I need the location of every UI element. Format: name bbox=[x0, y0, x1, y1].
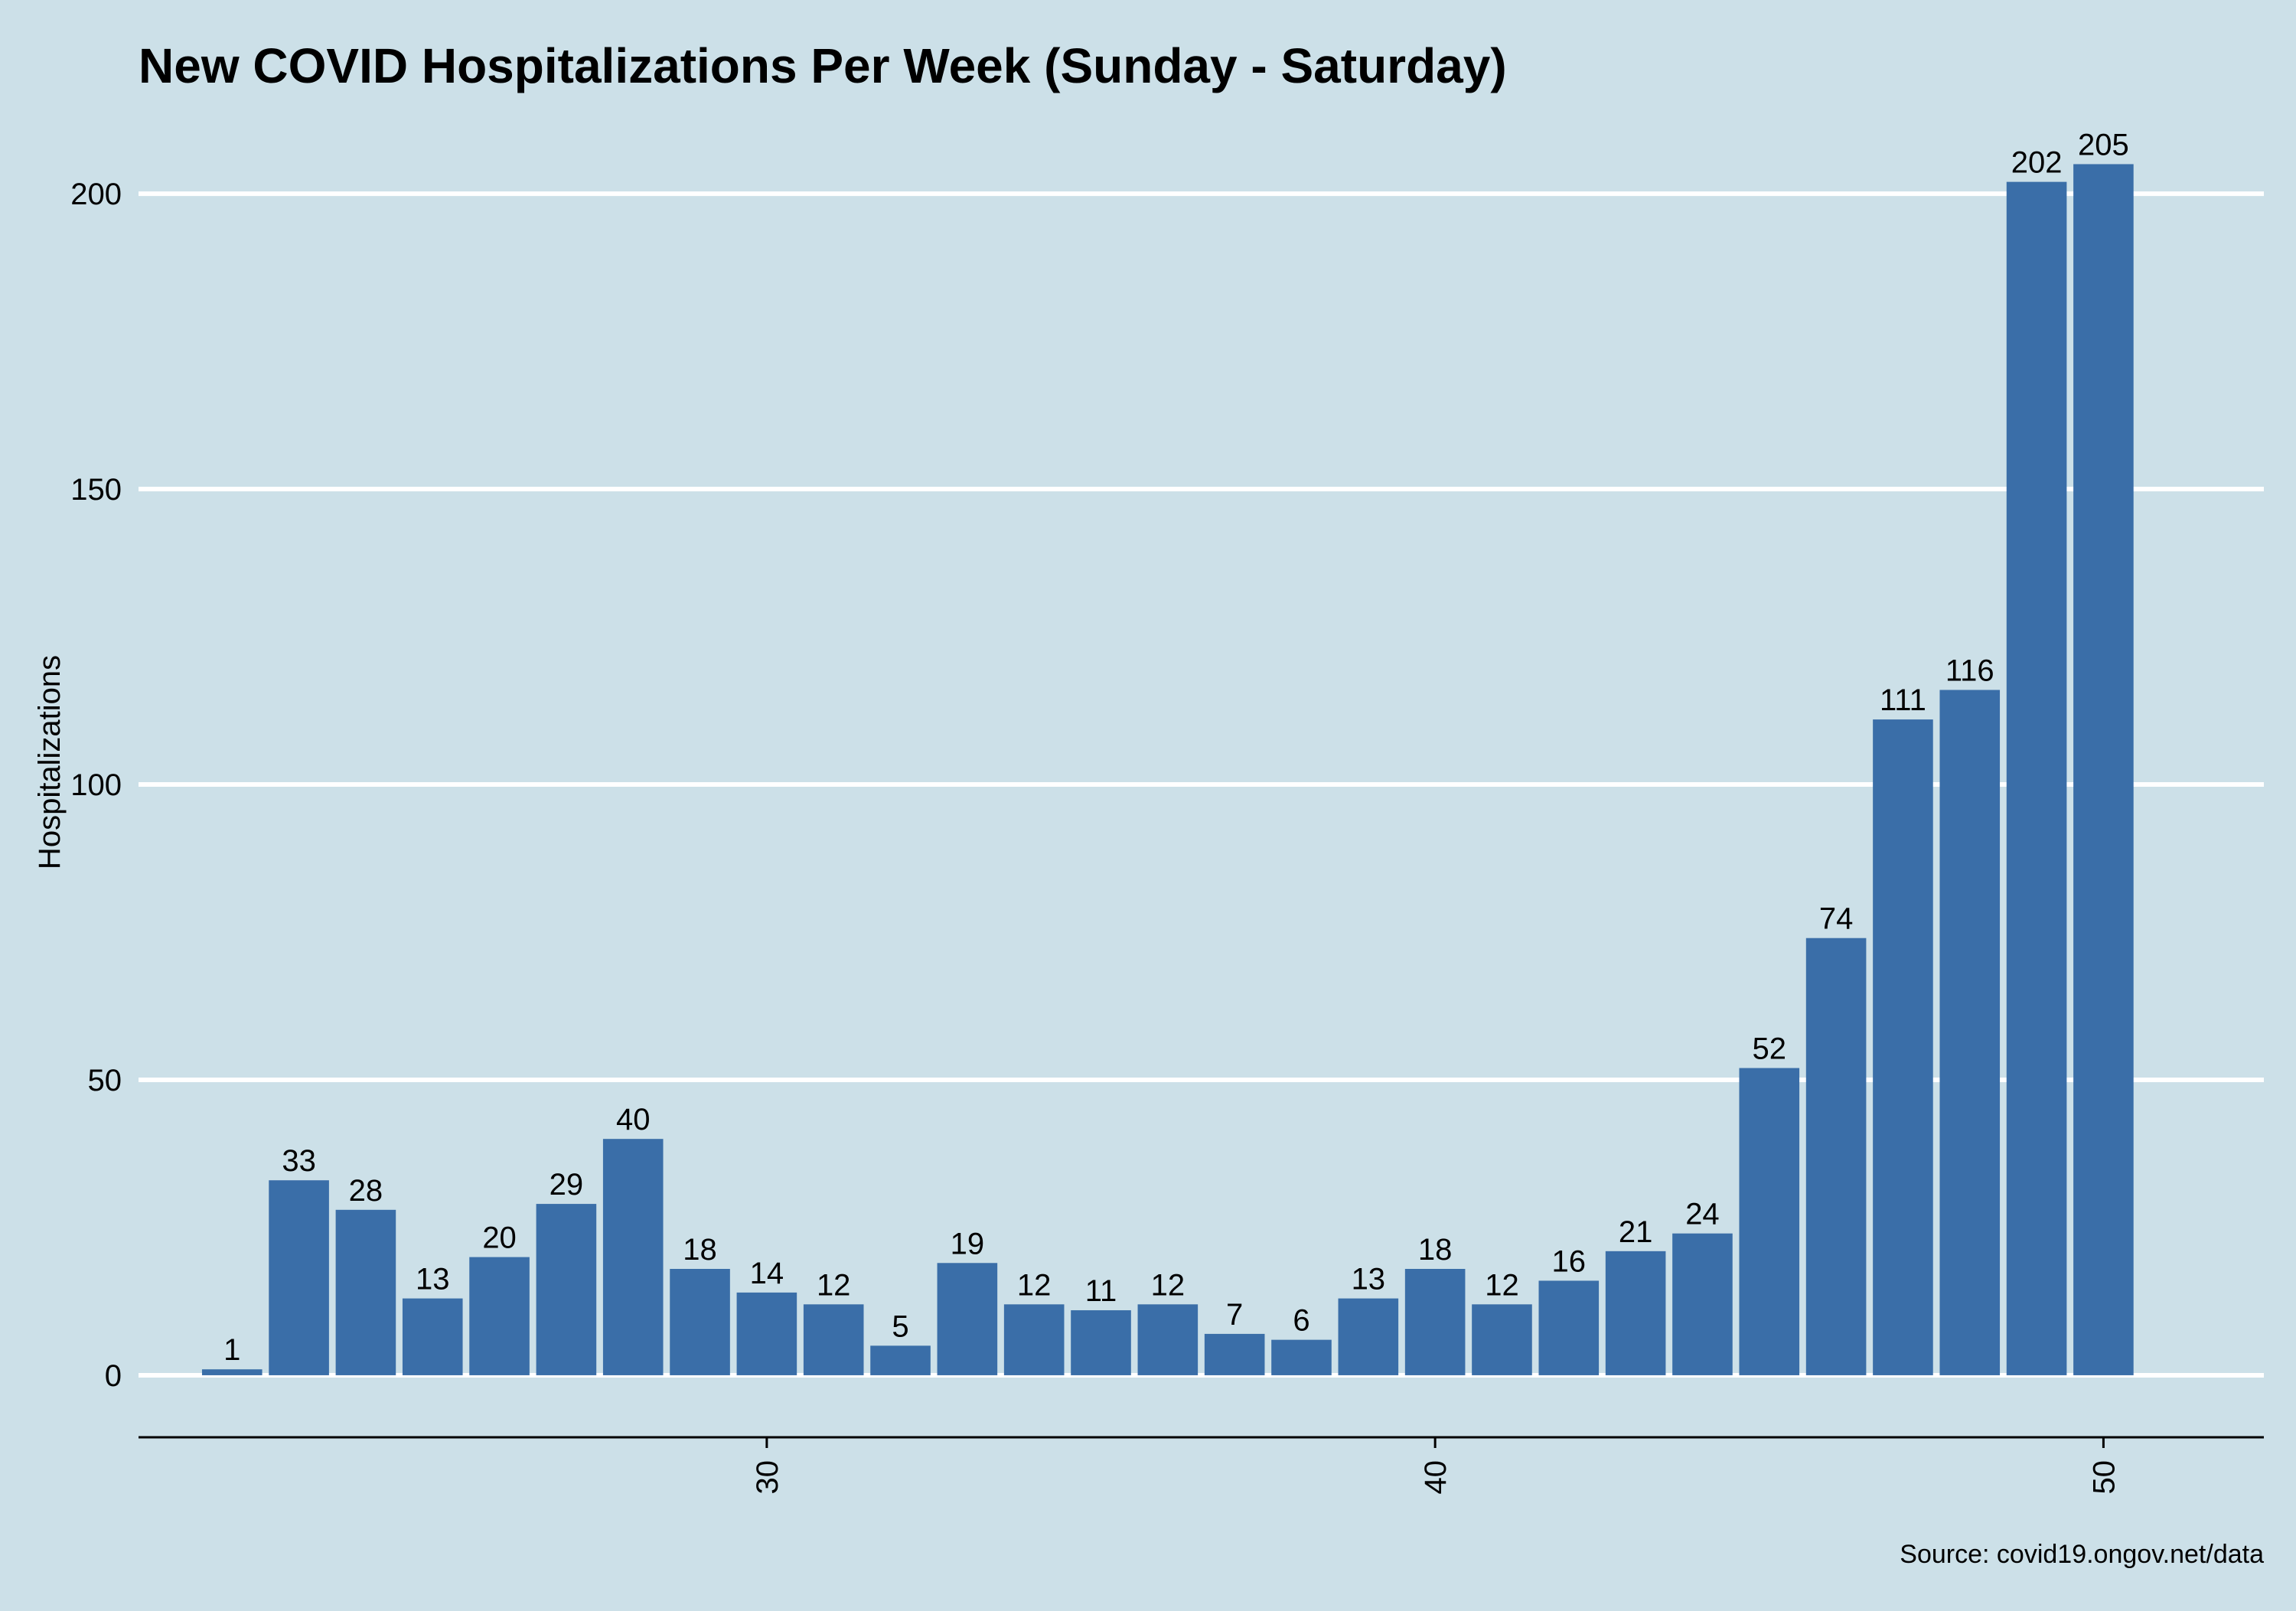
bar-week-38 bbox=[1271, 1339, 1332, 1375]
y-tick-label-200: 200 bbox=[70, 178, 122, 211]
y-axis: 0 50 100 150 200 bbox=[70, 178, 122, 1393]
bar-label-week-29: 18 bbox=[683, 1233, 717, 1267]
bar-label-week-45: 52 bbox=[1753, 1032, 1787, 1066]
bar-label-week-26: 20 bbox=[482, 1221, 517, 1255]
bar-week-28 bbox=[602, 1139, 664, 1375]
bar-label-week-39: 13 bbox=[1352, 1263, 1386, 1296]
bar-label-week-28: 40 bbox=[616, 1103, 651, 1137]
bar-week-40 bbox=[1404, 1268, 1466, 1375]
y-tick-label-50: 50 bbox=[88, 1064, 122, 1097]
bar-label-week-33: 19 bbox=[951, 1227, 985, 1260]
bar-label-week-24: 28 bbox=[349, 1174, 383, 1208]
bar-week-30 bbox=[736, 1292, 797, 1375]
bar-week-23 bbox=[269, 1180, 329, 1375]
bar-label-week-37: 7 bbox=[1226, 1298, 1243, 1332]
bar-week-34 bbox=[1003, 1304, 1065, 1375]
x-tick-label-30: 30 bbox=[751, 1460, 784, 1495]
x-tick-label-40: 40 bbox=[1419, 1460, 1453, 1495]
bar-week-45 bbox=[1739, 1068, 1800, 1375]
bar-label-week-43: 21 bbox=[1619, 1215, 1653, 1249]
bar-label-week-30: 14 bbox=[750, 1257, 784, 1290]
bar-week-42 bbox=[1538, 1280, 1600, 1375]
bar-week-47 bbox=[1873, 719, 1933, 1375]
x-tick-label-50: 50 bbox=[2087, 1460, 2121, 1495]
bar-label-week-41: 12 bbox=[1485, 1268, 1519, 1302]
x-axis: 30 40 50 bbox=[139, 1436, 2264, 1495]
bar-label-week-48: 116 bbox=[1945, 654, 1994, 687]
bar-label-week-31: 12 bbox=[817, 1268, 851, 1302]
bar-week-37 bbox=[1204, 1333, 1265, 1375]
y-axis-label: Hospitalizations bbox=[33, 655, 67, 869]
bar-week-25 bbox=[402, 1298, 463, 1375]
bar-week-22 bbox=[201, 1369, 263, 1375]
bar-label-week-34: 12 bbox=[1017, 1268, 1052, 1302]
bar-week-26 bbox=[469, 1257, 530, 1375]
bar-week-29 bbox=[670, 1268, 730, 1375]
bar-week-36 bbox=[1137, 1304, 1199, 1375]
bar-week-44 bbox=[1672, 1233, 1733, 1375]
bar-label-week-36: 12 bbox=[1151, 1268, 1186, 1302]
bar-label-week-23: 33 bbox=[282, 1144, 316, 1178]
bar-week-35 bbox=[1071, 1310, 1131, 1375]
bars bbox=[201, 164, 2134, 1375]
source-caption: Source: covid19.ongov.net/data bbox=[1900, 1540, 2264, 1569]
bar-label-week-42: 16 bbox=[1552, 1244, 1587, 1278]
bar-week-32 bbox=[870, 1345, 931, 1375]
y-tick-label-0: 0 bbox=[105, 1359, 122, 1393]
bar-week-43 bbox=[1605, 1251, 1666, 1375]
bar-label-week-38: 6 bbox=[1293, 1304, 1309, 1338]
chart-title: New COVID Hospitalizations Per Week (Sun… bbox=[139, 38, 1507, 93]
bar-week-50 bbox=[2073, 164, 2134, 1375]
bar-label-week-40: 18 bbox=[1418, 1233, 1453, 1267]
bar-week-49 bbox=[2006, 181, 2067, 1375]
bar-week-46 bbox=[1805, 938, 1867, 1375]
bar-label-week-27: 29 bbox=[550, 1168, 584, 1202]
bar-week-41 bbox=[1472, 1304, 1532, 1375]
bar-label-week-32: 5 bbox=[892, 1309, 908, 1343]
bar-label-week-44: 24 bbox=[1685, 1198, 1720, 1231]
bar-label-week-49: 202 bbox=[2011, 146, 2063, 180]
bar-week-24 bbox=[335, 1209, 396, 1375]
bar-label-week-25: 13 bbox=[416, 1263, 450, 1296]
bar-week-39 bbox=[1338, 1298, 1399, 1375]
bar-value-labels: 1 33 28 13 20 29 40 18 14 12 5 19 12 11 12 7 6 13 18 12 16 21… bbox=[223, 128, 2129, 1367]
y-tick-label-100: 100 bbox=[70, 768, 122, 802]
bar-label-week-50: 205 bbox=[2078, 128, 2129, 161]
bar-week-27 bbox=[536, 1204, 597, 1375]
bar-week-33 bbox=[937, 1263, 998, 1375]
bar-label-week-35: 11 bbox=[1085, 1274, 1117, 1308]
bar-label-week-47: 111 bbox=[1880, 683, 1926, 717]
y-tick-label-150: 150 bbox=[70, 473, 122, 507]
bar-week-31 bbox=[803, 1304, 864, 1375]
bar-week-48 bbox=[1939, 690, 2001, 1375]
bar-label-week-22: 1 bbox=[223, 1333, 240, 1367]
bar-label-week-46: 74 bbox=[1819, 902, 1854, 936]
